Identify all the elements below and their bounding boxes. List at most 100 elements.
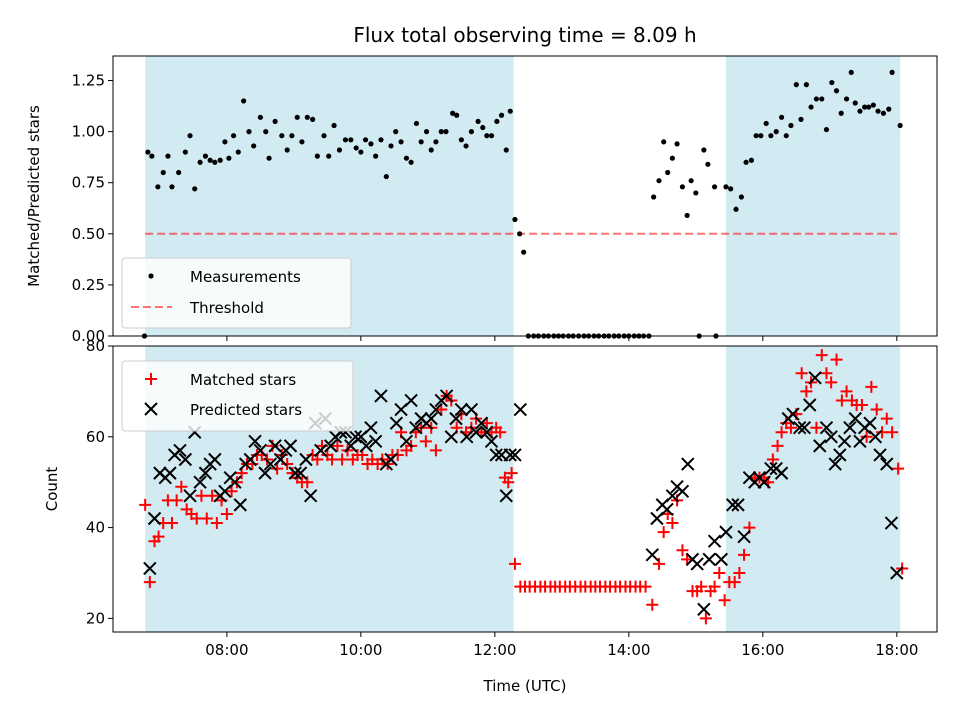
- measurement-point: [165, 153, 171, 159]
- predicted-star-point: [484, 434, 499, 449]
- measurement-point: [433, 139, 439, 145]
- matched-star-point: [815, 349, 828, 362]
- bottom-plot-frame: [112, 345, 938, 633]
- measurement-point: [463, 143, 469, 149]
- measurement-point: [480, 124, 486, 131]
- measurement-point: [665, 169, 671, 176]
- matched-star-point: [825, 376, 838, 389]
- predicted-star-point: [737, 529, 751, 544]
- measurement-point: [423, 129, 430, 135]
- matched-star-point: [230, 476, 243, 489]
- matched-star-point: [225, 485, 238, 498]
- measurement-point: [145, 149, 151, 155]
- measurement-point: [398, 139, 404, 145]
- measurement-point: [212, 159, 218, 165]
- measurement-point: [450, 110, 456, 116]
- predicted-star-point: [813, 439, 827, 453]
- measurement-point: [843, 96, 850, 102]
- measurement-point: [418, 139, 424, 145]
- measurement-point: [235, 149, 241, 155]
- predicted-star-point: [513, 402, 528, 417]
- predicted-star-point: [702, 552, 716, 567]
- predicted-star-point: [439, 389, 454, 403]
- measurement-point: [661, 139, 667, 145]
- measurement-point: [383, 173, 389, 180]
- predicted-star-point: [389, 416, 404, 430]
- predicted-star-point: [480, 425, 494, 439]
- predicted-star-point: [454, 402, 469, 417]
- measurement-point: [373, 153, 379, 159]
- legend-matched: Matched stars: [190, 371, 296, 389]
- measurement-point: [304, 114, 310, 120]
- matched-star-point: [657, 526, 670, 539]
- predicted-star-point: [424, 411, 438, 426]
- measurement-point: [230, 133, 237, 139]
- measurement-point: [358, 149, 364, 155]
- predicted-star-point: [228, 475, 242, 489]
- predicted-star-point: [469, 425, 483, 439]
- predicted-star-point: [731, 498, 745, 512]
- predicted-star-point: [183, 489, 197, 503]
- matched-star-point: [326, 453, 339, 466]
- predicted-star-point: [198, 466, 213, 480]
- matched-star-point: [281, 458, 294, 471]
- predicted-star-point: [873, 448, 887, 462]
- measurement-point: [768, 133, 774, 139]
- measurement-point: [192, 186, 198, 192]
- predicted-star-point: [208, 452, 222, 467]
- predicted-star-point: [299, 452, 313, 467]
- measurement-point: [475, 118, 481, 125]
- predicted-star-point: [660, 502, 674, 517]
- predicted-star-point: [404, 393, 418, 408]
- predicted-star-point: [147, 511, 162, 526]
- measurement-point: [798, 116, 804, 122]
- measurement-point: [748, 157, 755, 163]
- predicted-star-point: [697, 602, 711, 617]
- matched-star-point: [728, 576, 741, 589]
- predicted-star-point: [843, 421, 857, 435]
- matched-star-point: [695, 580, 708, 593]
- predicted-star-point: [288, 466, 302, 480]
- measurement-point: [829, 79, 835, 86]
- measurement-point: [443, 129, 449, 135]
- top-ytick-label: 0.25: [72, 276, 105, 294]
- matched-star-point: [855, 399, 868, 412]
- predicted-star-point: [233, 498, 247, 512]
- top-ylabel: Matched/Predicted stars: [25, 105, 43, 287]
- legend-predicted-marker: [144, 402, 158, 416]
- measurement-point: [503, 147, 509, 153]
- predicted-star-point: [303, 489, 318, 503]
- predicted-star-point: [460, 430, 474, 444]
- predicted-star-point: [268, 439, 282, 453]
- predicted-star-point: [819, 421, 834, 435]
- matched-star-point: [718, 594, 731, 607]
- matched-star-point: [190, 512, 203, 525]
- measurement-point: [793, 82, 799, 88]
- measurement-point: [217, 157, 223, 163]
- measurement-point: [669, 155, 675, 161]
- measurement-point: [272, 118, 278, 125]
- measurement-point: [336, 147, 343, 153]
- measurement-point: [808, 104, 814, 110]
- measurement-point: [778, 114, 785, 120]
- matched-star-point: [195, 489, 208, 502]
- predicted-star-point: [665, 489, 680, 503]
- predicted-star-point: [173, 443, 187, 458]
- matched-star-point: [795, 367, 808, 380]
- bottom-ytick-label: 20: [86, 609, 105, 627]
- matched-star-point: [713, 566, 726, 579]
- predicted-star-point: [824, 430, 838, 444]
- matched-star-point: [311, 453, 324, 466]
- measurement-point: [257, 114, 263, 120]
- predicted-star-point: [797, 421, 812, 435]
- matched-star-point: [246, 458, 259, 471]
- matched-star-point: [860, 430, 873, 443]
- measurement-point: [733, 206, 739, 212]
- matched-star-point: [220, 507, 233, 520]
- legend-measurement-marker: [148, 273, 154, 279]
- matched-star-point: [331, 439, 344, 452]
- bottom-legend: Matched stars Predicted stars: [121, 360, 354, 432]
- predicted-star-point: [248, 434, 262, 449]
- observing-window: [725, 346, 901, 632]
- matched-star-point: [708, 580, 721, 593]
